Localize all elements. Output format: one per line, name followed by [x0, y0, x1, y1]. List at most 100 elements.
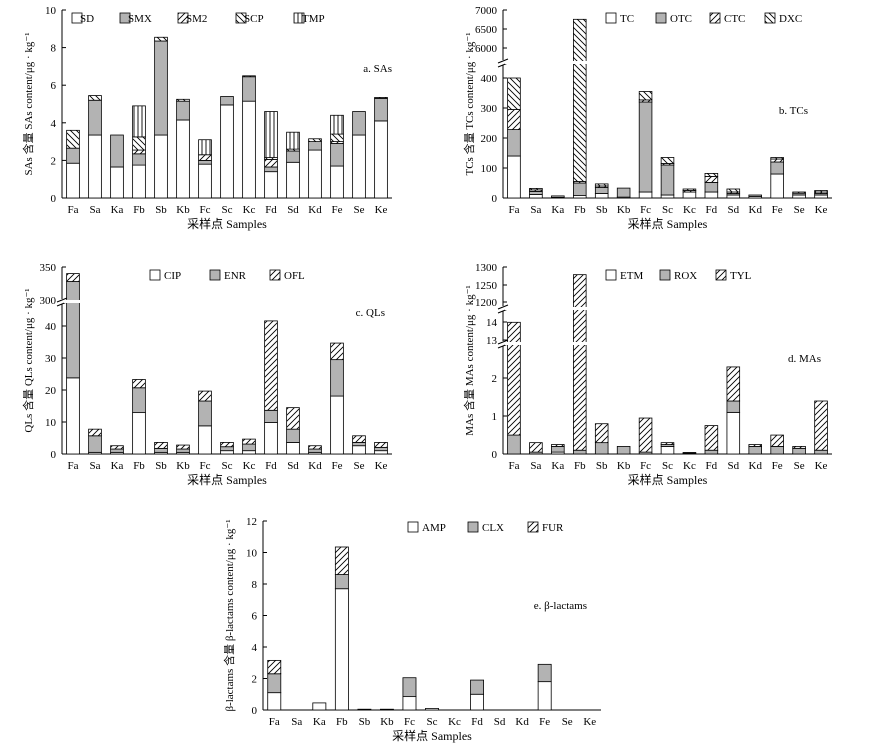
y-tick-label: 6000: [475, 43, 498, 55]
bar-Sd-TMP: [286, 131, 300, 150]
x-tick-label: Sa: [530, 204, 541, 216]
legend-swatch-SCP: [235, 12, 247, 24]
x-tick-label: Kd: [515, 716, 529, 728]
x-tick-label: Sc: [222, 204, 233, 216]
bar-Kc-SCP: [242, 75, 256, 78]
bar-Kc-ENR: [242, 443, 256, 452]
y-tick-label: 2: [492, 373, 498, 385]
x-tick-label: Se: [562, 716, 573, 728]
bar-Fc-TMP: [198, 139, 212, 156]
bar-Fd-SD: [264, 171, 278, 199]
bar-Sb-ENR: [154, 447, 168, 453]
x-tick-label: Kb: [617, 204, 631, 216]
y-tick-label: 4: [252, 642, 258, 654]
y-tick-label: 1250: [475, 280, 498, 292]
bar-Se-SMX: [352, 111, 366, 136]
bar-Sd-TC: [726, 194, 741, 199]
bar-Sc-SD: [220, 104, 234, 199]
x-tick-label: Sb: [155, 204, 167, 216]
x-tick-label: Ke: [815, 460, 828, 472]
x-tick-label: Sc: [427, 716, 438, 728]
bar-Fd-OTC: [704, 181, 719, 193]
legend-label: TMP: [302, 13, 325, 25]
bar-Sb-TYL: [594, 423, 609, 444]
x-tick-label: Fc: [640, 460, 651, 472]
bar-Sd-CIP: [286, 442, 300, 455]
bar-Ke-TYL: [814, 400, 828, 451]
legend-label: ETM: [620, 270, 643, 282]
x-tick-label: Se: [354, 460, 365, 472]
x-tick-label: Ke: [375, 460, 388, 472]
bar-Sd-ENR: [286, 428, 300, 443]
x-tick-label: Kc: [683, 204, 696, 216]
bar-Fb-CLX: [334, 574, 349, 590]
x-tick-label: Fa: [269, 716, 280, 728]
x-tick-label: Sd: [287, 204, 299, 216]
x-tick-label: Sb: [596, 460, 608, 472]
x-tick-label: Kc: [448, 716, 461, 728]
legend-swatch-TC: [605, 12, 617, 24]
bar-Fb-DXC: [573, 18, 587, 182]
bar-Kb-ENR: [176, 448, 190, 453]
bar-Sd-ROX: [726, 400, 741, 413]
y-tick-label: 350: [40, 262, 57, 274]
y-axis-label: TCs 含量 TCs content/μg · kg⁻¹: [462, 32, 476, 175]
legend-label: SD: [80, 13, 94, 25]
legend-label: CIP: [164, 270, 181, 282]
x-tick-label: Sb: [359, 716, 371, 728]
y-tick-label: 1300: [475, 262, 498, 274]
x-tick-label: Sd: [727, 204, 739, 216]
bar-Fe-TMP: [330, 114, 344, 135]
bar-Sc-OTC: [660, 164, 675, 196]
bar-Se-TC: [792, 194, 806, 199]
y-axis-label: β-lactams 含量 β-lactams content/μg · kg⁻¹: [222, 519, 236, 711]
legend-label: CTC: [724, 13, 745, 25]
bar-Fd-TC: [704, 191, 719, 199]
legend-swatch-AMP: [407, 521, 419, 533]
x-tick-label: Kd: [308, 460, 322, 472]
bar-Se-ENR: [352, 442, 366, 447]
bar-Fb-TMP: [132, 105, 146, 138]
x-tick-label: Sb: [596, 204, 608, 216]
x-tick-label: Fe: [772, 460, 783, 472]
x-axis-label: 采样点 Samples: [392, 728, 472, 743]
bar-Fa-OTC: [507, 129, 521, 157]
y-tick-label: 100: [481, 163, 498, 175]
bar-Se-CIP: [352, 445, 366, 455]
bar-Kb-ROX: [616, 446, 631, 455]
axis-break-mark: [497, 58, 509, 64]
bar-Sd-SMX: [286, 150, 300, 163]
bar-Sc-SMX: [220, 96, 234, 106]
bar-Fd-ROX: [704, 449, 719, 455]
bar-Fa-OFL: [66, 273, 80, 282]
panel-title: d. MAs: [788, 353, 821, 365]
bar-Sb-OFL: [154, 442, 168, 449]
legend-label: SM2: [186, 13, 207, 25]
y-tick-label: 12: [246, 516, 257, 528]
x-tick-label: Kc: [683, 460, 696, 472]
bar-Kd-SMX: [308, 141, 322, 151]
x-tick-label: Ke: [815, 204, 828, 216]
x-tick-label: Fd: [265, 460, 277, 472]
bar-Se-DXC: [792, 191, 806, 194]
axis-break-gap: [498, 341, 508, 346]
bar-Ka-SMX: [110, 134, 124, 168]
legend-label: FUR: [542, 522, 564, 534]
bar-Fe-AMP: [537, 681, 552, 711]
legend-swatch-ETM: [605, 269, 617, 281]
bar-Fd-ENR: [264, 409, 278, 423]
bar-Kc-CIP: [242, 450, 256, 455]
x-tick-label: Kd: [308, 204, 322, 216]
bar-Fa-CTC: [507, 109, 521, 131]
bar-Fc-AMP: [402, 696, 417, 711]
x-tick-label: Fa: [508, 460, 519, 472]
axis-break-gap: [498, 306, 508, 311]
bar-Kd-TYL: [748, 444, 762, 447]
legend-label: OFL: [284, 270, 305, 282]
x-axis-label: 采样点 Samples: [187, 472, 267, 487]
x-tick-label: Ke: [583, 716, 596, 728]
bar-Ka-AMP: [312, 702, 327, 711]
bar-Fd-OFL: [264, 320, 278, 411]
bar-Kb-SCP: [176, 98, 190, 102]
bar-Fe-OTC: [770, 161, 784, 175]
